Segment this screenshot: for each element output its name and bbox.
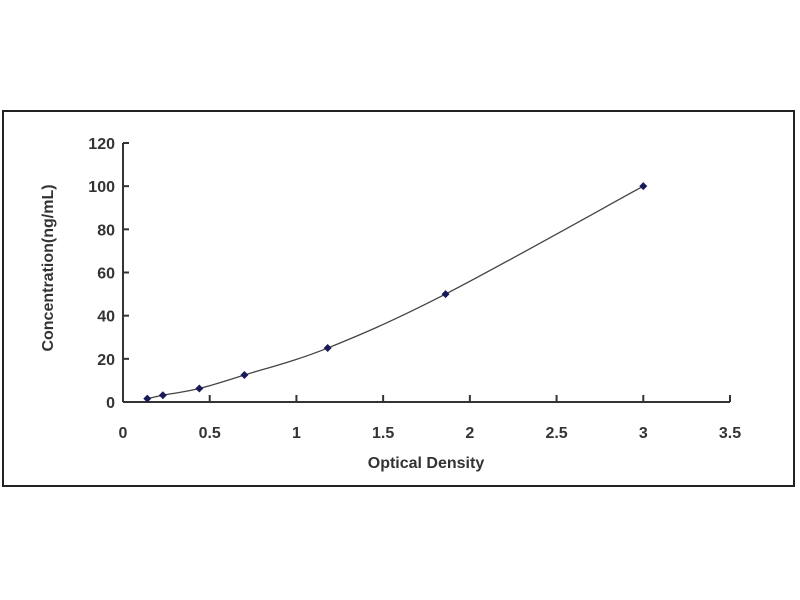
y-tick-label: 0 <box>106 395 115 412</box>
y-tick-label: 40 <box>97 309 115 326</box>
x-tick-label: 3.5 <box>719 425 741 442</box>
x-tick-label: 0.5 <box>199 425 221 442</box>
data-point <box>639 182 648 191</box>
x-axis-label: Optical Density <box>368 455 485 472</box>
data-point <box>441 290 450 299</box>
data-point <box>240 371 249 380</box>
y-axis-label: Concentration(ng/mL) <box>40 184 57 351</box>
data-point <box>158 391 167 400</box>
y-tick-label: 100 <box>88 179 115 196</box>
y-tick-label: 20 <box>97 352 115 369</box>
chart-frame <box>2 110 795 487</box>
x-tick-label: 0 <box>119 425 128 442</box>
fit-curve <box>147 185 644 400</box>
x-tick-label: 1 <box>292 425 301 442</box>
y-tick-label: 60 <box>97 266 115 283</box>
x-tick-label: 2 <box>465 425 474 442</box>
data-point <box>143 394 152 403</box>
data-point <box>323 344 332 353</box>
y-tick-label: 80 <box>97 222 115 239</box>
y-tick-label: 120 <box>88 136 115 153</box>
x-tick-label: 1.5 <box>372 425 394 442</box>
x-tick-label: 3 <box>639 425 648 442</box>
data-point <box>195 384 204 393</box>
x-tick-label: 2.5 <box>545 425 567 442</box>
